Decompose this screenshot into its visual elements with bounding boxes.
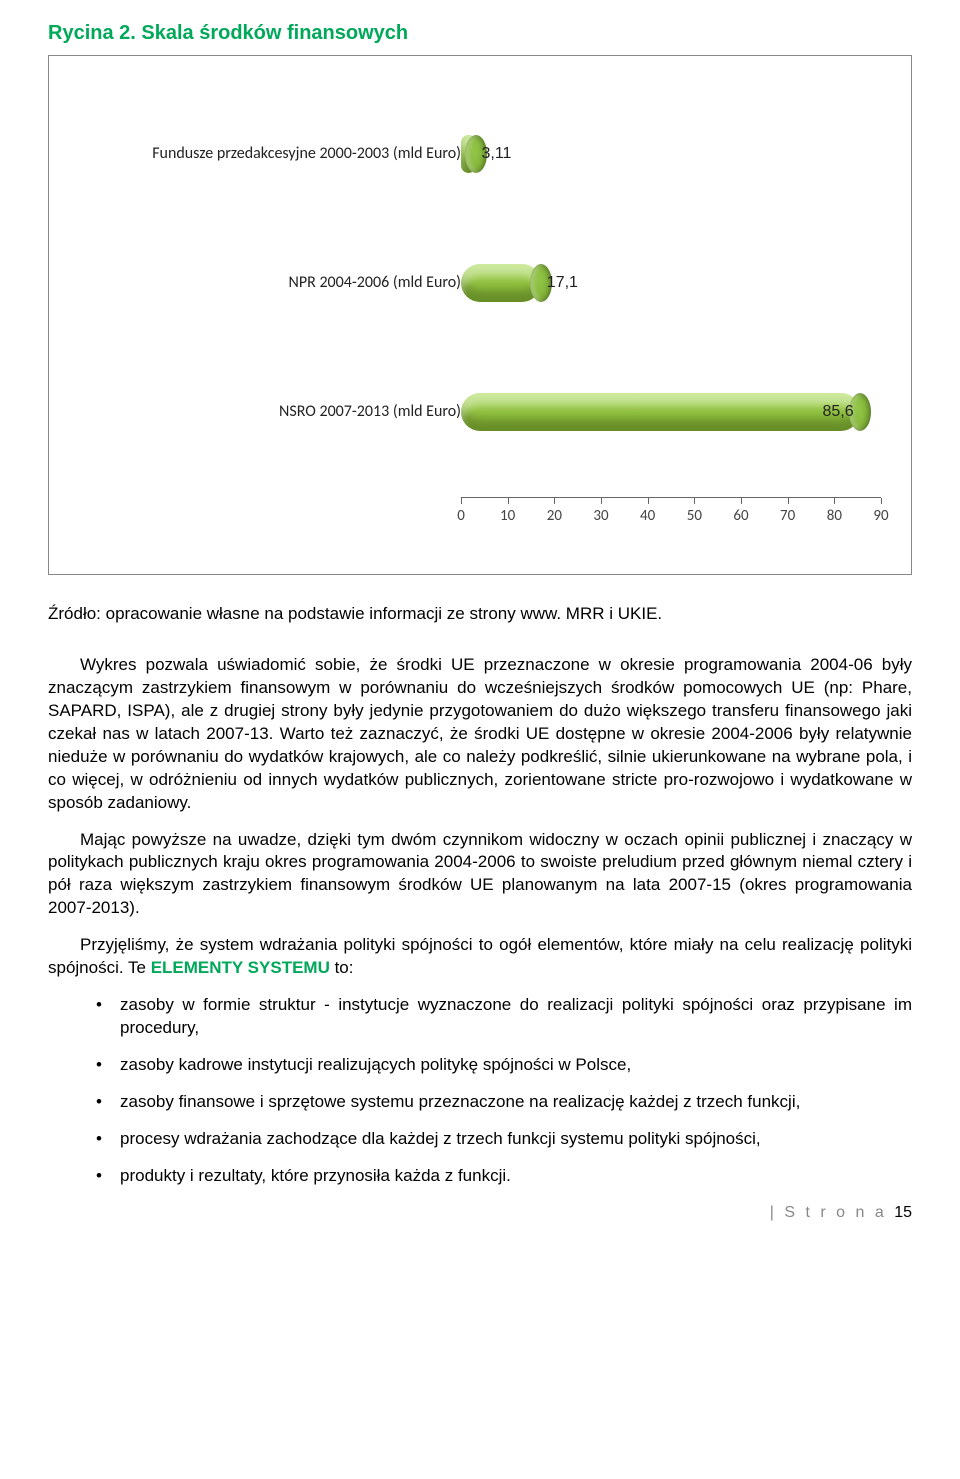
chart-x-tick xyxy=(694,498,695,504)
chart-x-tick-label: 60 xyxy=(733,506,748,526)
chart-plot: Fundusze przedakcesyjne 2000-2003 (mld E… xyxy=(61,68,899,554)
chart-y-label: NSRO 2007-2013 (mld Euro) xyxy=(279,401,461,423)
paragraph-3-highlight: ELEMENTY SYSTEMU xyxy=(151,958,330,977)
chart-x-tick-label: 10 xyxy=(500,506,515,526)
chart-bar-value: 17,1 xyxy=(541,272,578,294)
chart-x-tick xyxy=(601,498,602,504)
paragraph-3: Przyjęliśmy, że system wdrażania polityk… xyxy=(48,934,912,980)
chart-bar: 17,1 xyxy=(461,264,541,302)
chart-x-tick-label: 50 xyxy=(687,506,702,526)
chart-x-tick xyxy=(788,498,789,504)
paragraph-2: Mając powyższe na uwadze, dzięki tym dwó… xyxy=(48,829,912,921)
bullet-list: zasoby w formie struktur - instytucje wy… xyxy=(48,994,912,1188)
paragraph-1-text: Wykres pozwala uświadomić sobie, że środ… xyxy=(48,655,912,812)
chart-source: Źródło: opracowanie własne na podstawie … xyxy=(48,603,912,626)
chart-x-tick xyxy=(834,498,835,504)
chart-y-label: Fundusze przedakcesyjne 2000-2003 (mld E… xyxy=(152,143,461,165)
page-number: 15 xyxy=(894,1204,912,1221)
chart-bar-value: 3,11 xyxy=(476,143,512,165)
chart-x-tick-label: 90 xyxy=(873,506,888,526)
footer-label: | S t r o n a xyxy=(770,1204,887,1221)
page-footer: | S t r o n a 15 xyxy=(48,1202,912,1224)
chart-x-tick-label: 40 xyxy=(640,506,655,526)
list-item: produkty i rezultaty, które przynosiła k… xyxy=(96,1165,912,1188)
chart-x-tick xyxy=(881,498,882,504)
figure-title: Rycina 2. Skala środków finansowych xyxy=(48,20,912,47)
chart-x-tick xyxy=(461,498,462,504)
list-item: zasoby finansowe i sprzętowe systemu prz… xyxy=(96,1091,912,1114)
chart-bar: 85,6 xyxy=(461,393,860,431)
chart-x-tick xyxy=(741,498,742,504)
list-item: zasoby w formie struktur - instytucje wy… xyxy=(96,994,912,1040)
paragraph-3-post: to: xyxy=(330,958,354,977)
chart-x-tick xyxy=(508,498,509,504)
chart-y-label: NPR 2004-2006 (mld Euro) xyxy=(289,272,461,294)
chart-container: Fundusze przedakcesyjne 2000-2003 (mld E… xyxy=(48,55,912,575)
chart-x-tick-label: 0 xyxy=(457,506,465,526)
chart-bar-value: 85,6 xyxy=(822,401,853,423)
chart-x-tick-label: 80 xyxy=(827,506,842,526)
chart-x-tick-label: 20 xyxy=(547,506,562,526)
chart-x-tick xyxy=(648,498,649,504)
chart-x-tick xyxy=(554,498,555,504)
paragraph-2-text: Mając powyższe na uwadze, dzięki tym dwó… xyxy=(48,830,912,918)
paragraph-1: Wykres pozwala uświadomić sobie, że środ… xyxy=(48,654,912,815)
list-item: procesy wdrażania zachodzące dla każdej … xyxy=(96,1128,912,1151)
chart-x-tick-label: 30 xyxy=(593,506,608,526)
chart-x-tick-label: 70 xyxy=(780,506,795,526)
list-item: zasoby kadrowe instytucji realizujących … xyxy=(96,1054,912,1077)
chart-bar: 3,11 xyxy=(461,135,476,173)
